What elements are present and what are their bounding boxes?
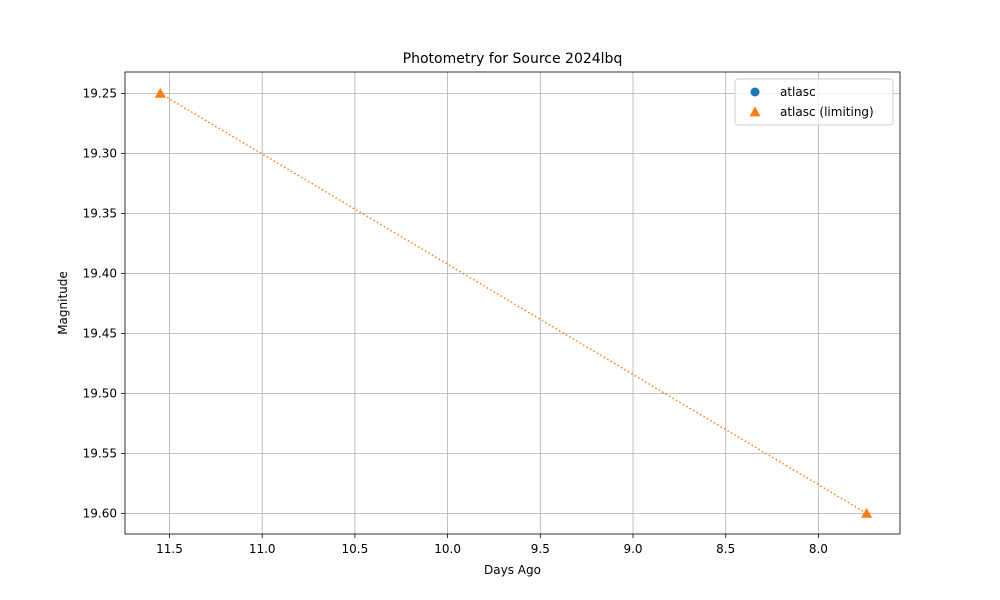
y-tick-label: 19.55 xyxy=(83,446,117,460)
x-axis-label: Days Ago xyxy=(484,563,541,577)
y-tick-label: 19.30 xyxy=(83,146,117,160)
y-tick-label: 19.60 xyxy=(83,506,117,520)
legend-label: atlasc xyxy=(780,85,816,99)
legend: atlasc atlasc (limiting) xyxy=(734,78,894,126)
legend-box xyxy=(734,78,894,126)
y-tick-label: 19.35 xyxy=(83,206,117,220)
legend-items: atlasc atlasc (limiting) xyxy=(749,85,874,119)
x-tick-label: 9.5 xyxy=(531,542,550,556)
grid-layer xyxy=(125,72,900,534)
x-tick-label: 11.0 xyxy=(249,542,276,556)
y-axis-label: Magnitude xyxy=(56,271,70,335)
x-tick-label: 11.5 xyxy=(156,542,183,556)
y-tick-label: 19.40 xyxy=(83,266,117,280)
chart-title: Photometry for Source 2024lbq xyxy=(403,51,623,67)
x-tick-label: 10.0 xyxy=(434,542,461,556)
series-line xyxy=(159,92,868,515)
x-tick-label: 8.0 xyxy=(809,542,828,556)
data-point xyxy=(154,87,166,98)
legend-marker xyxy=(749,106,761,117)
y-tick-label: 19.45 xyxy=(83,326,117,340)
x-tick-label: 9.0 xyxy=(623,542,642,556)
y-tick-label: 19.25 xyxy=(83,86,117,100)
tick-layer: 11.5 11.0 10.5 10.0 9.5 9.0 8.5 8.0 19.25 19.30 19… xyxy=(83,86,828,556)
plot-frame xyxy=(124,71,901,535)
legend-marker xyxy=(750,87,760,97)
x-tick-label: 10.5 xyxy=(342,542,369,556)
series-layer xyxy=(154,87,873,518)
x-tick-label: 8.5 xyxy=(716,542,735,556)
y-tick-label: 19.50 xyxy=(83,386,117,400)
data-point xyxy=(861,507,873,518)
legend-label: atlasc (limiting) xyxy=(780,105,874,119)
